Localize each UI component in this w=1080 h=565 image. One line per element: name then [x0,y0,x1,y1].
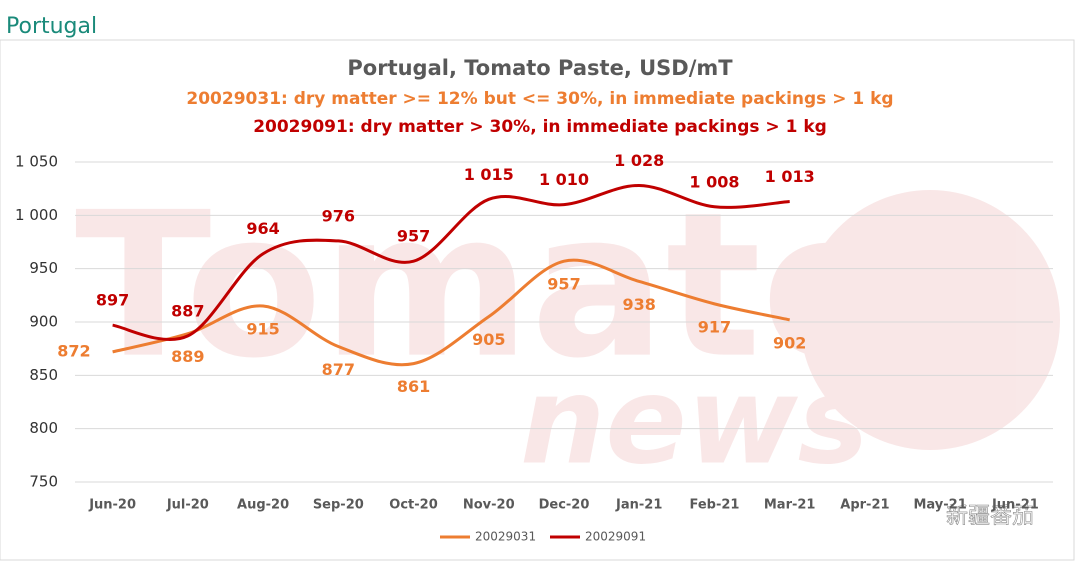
data-label: 1 010 [539,170,589,189]
legend-label: 20029091 [585,530,646,544]
y-tick-label: 900 [29,313,58,331]
legend-label: 20029031 [475,530,536,544]
data-label: 917 [698,317,731,336]
x-tick-label: Dec-20 [539,498,590,513]
chart-subtitle: 20029091: dry matter > 30%, in immediate… [253,117,827,137]
x-tick-label: Feb-21 [689,498,739,513]
watermark-account: 新疆番茄 [946,504,1034,529]
data-label: 938 [623,295,656,314]
data-label: 957 [397,227,430,246]
data-label: 861 [397,377,430,396]
chart-frame [0,39,1075,561]
watermark-text: Tomato [75,170,899,403]
data-label: 915 [246,320,279,339]
data-label: 1 008 [689,172,739,191]
watermark-text: news [520,353,869,492]
x-tick-label: May-21 [914,498,967,513]
x-tick-label: Mar-21 [764,498,816,513]
page-title: Portugal [6,14,97,39]
data-label: 1 028 [614,151,664,170]
series-line [112,258,791,367]
series-line [112,183,790,342]
data-label: 902 [773,333,806,352]
y-tick-label: 1 000 [15,206,58,224]
x-tick-label: Nov-20 [463,498,515,513]
x-tick-label: Aug-20 [237,498,289,513]
data-label: 889 [171,347,204,366]
watermark-circle [800,190,1060,450]
x-tick-label: Jun-20 [88,498,136,513]
data-label: 964 [246,219,279,238]
x-tick-label: Jul-20 [166,498,209,513]
x-tick-label: Oct-20 [389,498,437,513]
x-tick-label: Jun-21 [991,498,1039,513]
data-label: 905 [472,330,505,349]
data-label: 1 013 [765,167,815,186]
data-label: 897 [96,291,129,310]
data-label: 872 [57,341,90,360]
data-label: 957 [547,275,580,294]
y-tick-label: 750 [29,473,58,491]
y-tick-label: 1 050 [15,153,58,171]
x-tick-label: Jan-21 [615,498,662,513]
data-label: 1 015 [464,165,514,184]
data-label: 976 [322,206,355,225]
y-tick-label: 800 [29,419,58,437]
data-label: 877 [322,360,355,379]
x-tick-label: Apr-21 [840,498,889,513]
chart-title: Portugal, Tomato Paste, USD/mT [347,56,733,80]
x-tick-label: Sep-20 [313,498,364,513]
watermark-logo: Tomato news [75,170,1060,492]
y-tick-label: 850 [29,366,58,384]
y-tick-label: 950 [29,259,58,277]
chart-subtitle: 20029031: dry matter >= 12% but <= 30%, … [186,89,893,109]
data-label: 887 [171,301,204,320]
